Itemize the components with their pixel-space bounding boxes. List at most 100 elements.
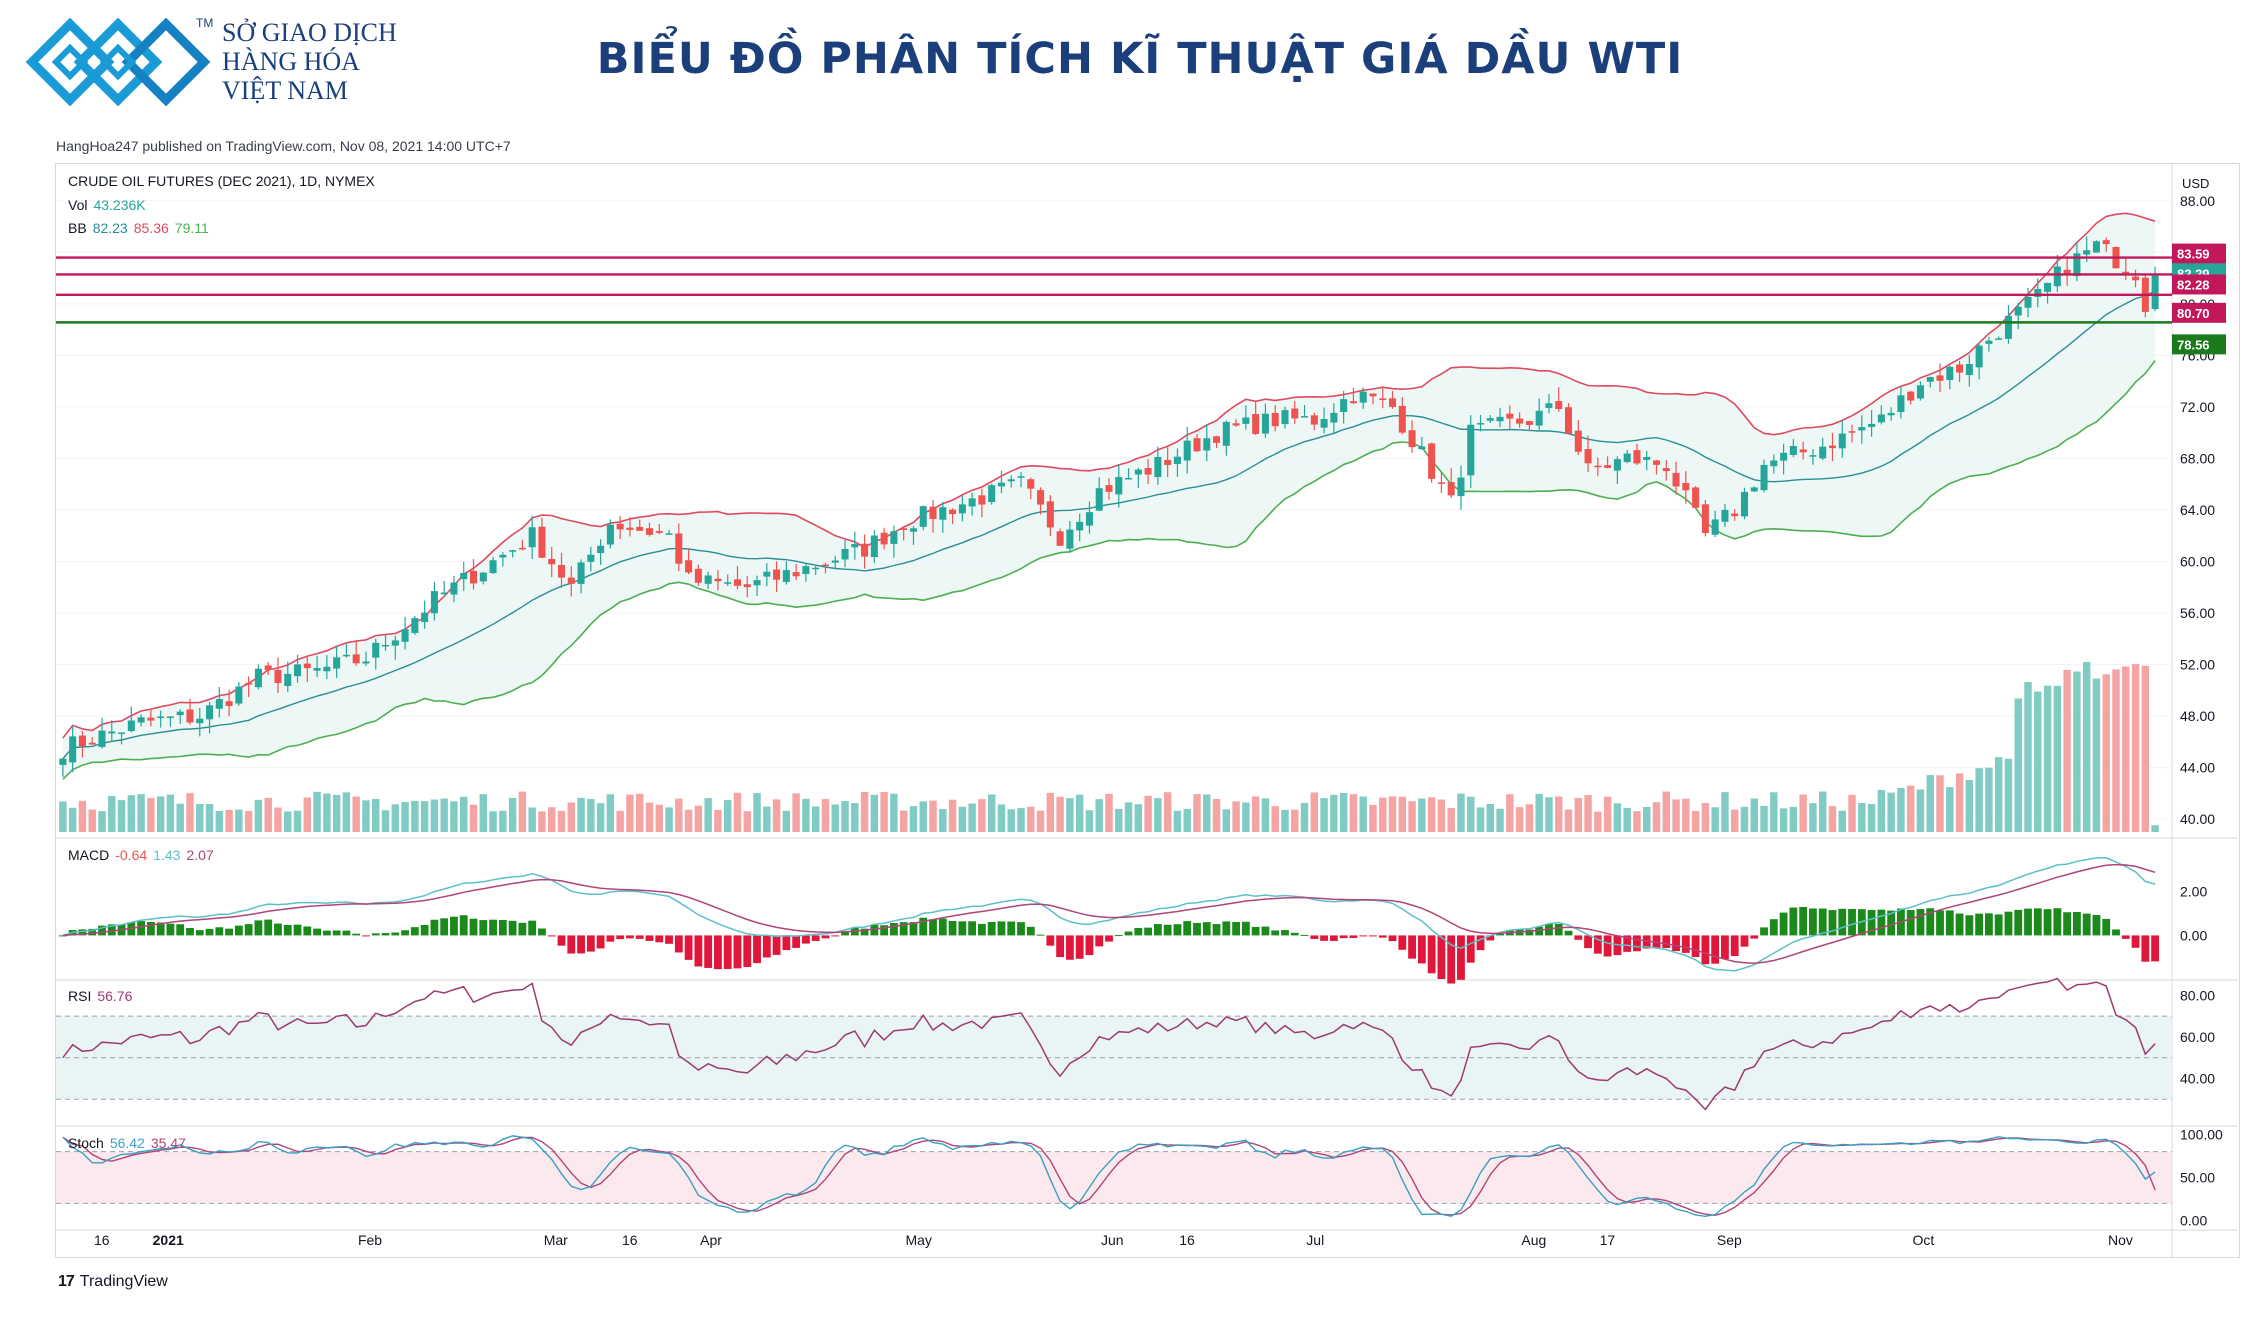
x-tick-label: Sep: [1717, 1232, 1742, 1248]
volume-bar: [450, 801, 458, 832]
volume-bar: [1682, 798, 1690, 832]
x-tick-label: Nov: [2108, 1232, 2133, 1248]
macd-histogram-bar: [802, 935, 810, 944]
volume-bar: [1007, 809, 1015, 832]
volume-bar: [1163, 792, 1172, 832]
candle-body: [2132, 276, 2140, 281]
macd-histogram-bar: [1769, 919, 1778, 936]
volume-bar: [1427, 797, 1436, 832]
candle-body: [997, 482, 1005, 487]
volume-bar: [1750, 798, 1758, 832]
tradingview-logo[interactable]: 17 TradingView: [58, 1273, 168, 1291]
macd-histogram-bar: [1965, 915, 1974, 936]
volume-bar: [1036, 810, 1045, 832]
macd-histogram-bar: [929, 919, 937, 936]
candle-body: [812, 567, 820, 570]
candle-body: [1936, 375, 1944, 381]
candle-body: [1564, 407, 1573, 434]
candle-body: [1995, 338, 2003, 340]
volume-bar: [2102, 674, 2110, 832]
macd-histogram-bar: [313, 928, 321, 936]
candle-body: [1437, 482, 1445, 484]
macd-histogram-bar: [293, 924, 302, 936]
candle-body: [235, 686, 243, 704]
macd-histogram-bar: [332, 930, 341, 936]
macd-histogram-bar: [137, 921, 146, 936]
candle-body: [225, 701, 233, 706]
macd-histogram-bar: [1359, 935, 1368, 937]
candle-body: [1183, 440, 1191, 461]
macd-histogram-bar: [1711, 935, 1720, 964]
price-tag-label: 82.28: [2177, 277, 2210, 292]
macd-histogram-bar: [1329, 935, 1338, 941]
macd-histogram-bar: [1818, 908, 1827, 936]
candle-body: [1516, 418, 1524, 424]
macd-histogram-bar: [987, 921, 996, 936]
volume-bar: [958, 806, 967, 832]
candle-body: [802, 566, 810, 574]
candle-body: [1320, 419, 1328, 428]
candle-body: [1672, 472, 1680, 487]
candle-body: [1428, 443, 1436, 479]
macd-histogram-bar: [1652, 935, 1661, 948]
candle-body: [1662, 468, 1670, 472]
macd-histogram-bar: [909, 922, 918, 936]
macd-histogram-bar: [1975, 913, 1984, 936]
bb-legend-mid: 82.23: [92, 220, 128, 236]
candle-body: [880, 532, 888, 545]
macd-histogram-bar: [938, 918, 947, 936]
macd-histogram-bar: [674, 935, 683, 953]
macd-histogram-bar: [635, 935, 644, 939]
macd-histogram-bar: [2141, 935, 2150, 962]
candle-body: [303, 663, 311, 669]
macd-histogram-bar: [1193, 922, 1201, 936]
candle-body: [1301, 416, 1309, 418]
volume-bar: [1242, 802, 1250, 832]
stoch-band-fill: [56, 1151, 2172, 1204]
macd-histogram-bar: [469, 918, 478, 936]
x-tick-label: Mar: [544, 1232, 568, 1248]
candle-body: [1623, 453, 1631, 463]
chart-frame[interactable]: [55, 163, 2240, 1258]
candle-body: [1506, 413, 1514, 419]
candle-body: [1613, 459, 1621, 471]
volume-bar: [1408, 801, 1416, 832]
candle-body: [763, 571, 771, 577]
volume-bar: [665, 807, 673, 832]
macd-histogram-bar: [508, 920, 517, 936]
macd-histogram-bar: [2053, 908, 2062, 936]
candle-body: [1173, 456, 1181, 464]
volume-bar: [684, 809, 693, 832]
macd-histogram-bar: [2063, 912, 2072, 936]
volume-bar: [1457, 793, 1465, 832]
macd-histogram-bar: [146, 922, 155, 936]
macd-histogram-bar: [860, 928, 869, 936]
volume-bar: [1936, 775, 1944, 832]
volume-bar: [1203, 794, 1211, 832]
candle-body: [460, 573, 468, 580]
volume-bar: [1906, 785, 1915, 832]
macd-histogram-bar: [381, 933, 390, 936]
volume-bar: [518, 791, 527, 832]
volume-bar: [1730, 809, 1739, 832]
volume-bar: [645, 802, 654, 832]
candle-body: [1144, 468, 1152, 475]
volume-bar: [1838, 810, 1846, 832]
candle-body: [1134, 469, 1142, 475]
volume-bar: [1770, 792, 1778, 832]
macd-histogram-bar: [977, 923, 986, 936]
macd-histogram-bar: [626, 935, 634, 939]
candle-body: [157, 716, 165, 719]
candle-body: [1193, 438, 1201, 452]
candle-body: [127, 720, 135, 732]
volume-bar: [1056, 796, 1064, 832]
volume-bar: [626, 794, 634, 832]
rsi-tick-label: 80.00: [2180, 987, 2215, 1003]
candle-body: [469, 570, 478, 584]
macd-histogram-bar: [264, 919, 273, 936]
macd-histogram-bar: [1809, 908, 1817, 936]
price-tick-label: 64.00: [2180, 502, 2215, 518]
price-tag: [2172, 302, 2226, 323]
candle-body: [1261, 413, 1269, 434]
